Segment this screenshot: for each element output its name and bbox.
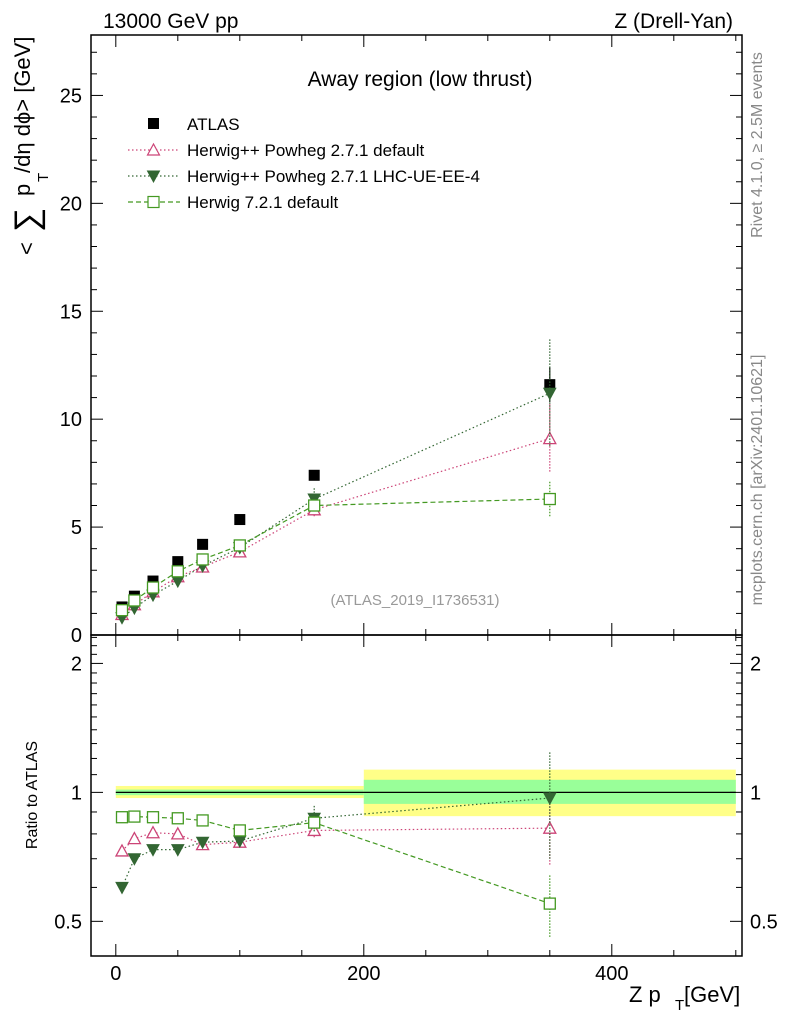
ratio-point-herwig721 [128,810,141,823]
main-point-herwig721 [308,499,321,512]
ratio-y-tick-label-right: 0.5 [750,911,778,933]
main-y-tick-label: 0 [71,625,82,647]
ratio-point-powheg_default [170,826,185,840]
ratio-x-tick-label: 0 [110,963,121,985]
main-point-atlas [172,556,184,568]
legend-label-powheg-lhc: Herwig++ Powheg 2.7.1 LHC-UE-EE-4 [187,167,480,186]
legend-label-atlas: ATLAS [187,115,240,134]
ratio-plot: 0.5 0.5 1 1 2 2 0 200 400 Ratio to ATLAS Z p T [… [24,634,778,1014]
ratio-point-powheg_lhc [115,881,129,895]
legend-marker-powheg-lhc [146,170,161,184]
header-process-label: Z (Drell-Yan) [614,10,733,33]
main-point-herwig721 [128,594,141,607]
main-point-herwig721 [146,581,160,594]
ratio-point-powheg_lhc [146,844,160,857]
main-y-label-sum: ∑ [8,208,46,232]
main-y-label-p: p [10,184,35,196]
ratio-point-herwig721 [543,897,556,910]
header-energy-label: 13000 GeV pp [103,10,238,33]
x-label-unit: [GeV] [684,982,740,1007]
main-plot-title: Away region (low thrust) [308,68,533,91]
ratio-line-herwig721 [121,815,550,905]
main-y-axis-label: < ∑ p T /dη dϕ> [GeV] [8,37,52,255]
x-label-main: Z p [629,982,661,1007]
main-point-herwig721 [233,539,246,552]
main-y-tick-label: 20 [60,193,82,215]
main-point-herwig721 [543,492,556,506]
main-point-herwig721 [196,553,209,566]
legend-marker-atlas [148,118,159,129]
ratio-plot-frame [90,634,743,957]
ratio-y-tick-label-left: 0.5 [54,911,82,933]
legend-label-powheg-default: Herwig++ Powheg 2.7.1 default [187,141,424,160]
main-line-powheg_default [121,438,550,615]
ratio-point-herwig721 [308,816,321,829]
main-plot-ticks: 0 5 10 15 20 25 [60,35,742,647]
main-point-atlas [197,538,209,550]
main-point-powheg_default [542,431,557,445]
ratio-point-powheg_default [127,831,142,845]
main-line-powheg_lhc [121,392,551,619]
main-plot-marks [114,339,557,625]
main-y-tick-label: 15 [60,301,82,323]
main-point-herwig721 [171,565,184,578]
main-point-atlas [234,514,246,526]
mcplots-reference-label: mcplots.cern.ch [arXiv:2401.10621] [749,355,766,606]
ratio-point-herwig721 [115,811,129,824]
ratio-point-powheg_lhc [195,836,210,850]
legend-entry-powheg-default: Herwig++ Powheg 2.7.1 default [128,141,424,160]
ratio-point-powheg_default [145,825,161,839]
legend-entry-herwig721: Herwig 7.2.1 default [128,193,338,212]
ratio-plot-marks [114,752,736,937]
main-point-herwig721 [115,604,129,617]
ratio-point-powheg_lhc [170,844,185,857]
ratio-line-powheg_lhc [121,797,550,888]
ratio-point-herwig721 [171,812,184,825]
legend-entry-atlas: ATLAS [148,115,240,134]
ratio-y-tick-label-left: 1 [71,782,82,804]
main-point-powheg_lhc [542,387,557,401]
main-plot: 0 5 10 15 20 25 Away region (low thrust) (ATL… [8,34,743,647]
ratio-point-herwig721 [196,814,209,827]
main-point-atlas [147,575,159,587]
legend-entry-powheg-lhc: Herwig++ Powheg 2.7.1 LHC-UE-EE-4 [128,167,480,186]
ratio-y-tick-label-left: 2 [71,653,82,675]
ratio-y-tick-label-right: 1 [750,782,761,804]
legend-marker-herwig721 [147,195,160,209]
main-y-label-bracket: < [14,242,39,255]
main-y-tick-label: 5 [71,517,82,539]
ratio-x-tick-label: 400 [595,963,628,985]
ratio-x-tick-label: 200 [347,963,380,985]
main-y-tick-label: 10 [60,409,82,431]
ratio-point-herwig721 [233,824,246,837]
ratio-plot-ticks: 0.5 0.5 1 1 2 2 0 200 400 [54,635,778,985]
main-y-tick-label: 25 [60,85,82,107]
rivet-version-label: Rivet 4.1.0, ≥ 2.5M events [749,52,766,238]
ratio-y-tick-label-right: 2 [750,653,761,675]
x-label-subscript: T [675,997,684,1014]
ratio-y-axis-label: Ratio to ATLAS [24,741,41,849]
ratio-point-powheg_lhc [127,853,142,866]
main-y-label-rest: /dη dϕ> [GeV] [10,37,35,173]
x-axis-label: Z p T [GeV] [629,982,740,1014]
main-point-atlas [308,469,320,481]
ratio-point-herwig721 [146,811,160,824]
ratio-point-powheg_lhc [542,792,557,806]
legend-marker-powheg-default [146,142,161,156]
legend: ATLAS Herwig++ Powheg 2.7.1 default Herw… [128,115,480,212]
legend-label-herwig721: Herwig 7.2.1 default [187,193,338,212]
main-y-label-subscript: T [35,173,52,182]
analysis-watermark: (ATLAS_2019_I1736531) [330,592,499,609]
ratio-point-powheg_default [114,843,130,857]
